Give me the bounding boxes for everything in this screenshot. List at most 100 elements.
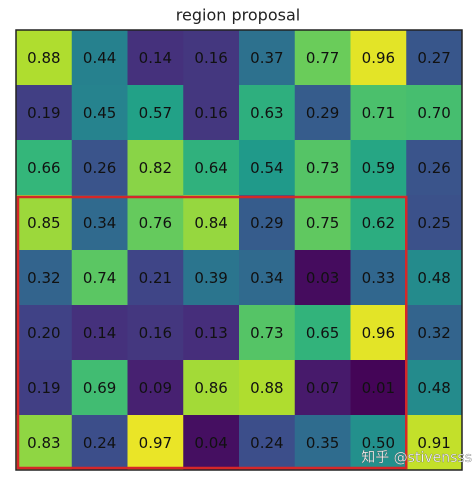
heatmap-cell (406, 360, 463, 416)
heatmap-cell (406, 415, 463, 471)
cell-label: 0.86 (194, 379, 227, 397)
cell-label: 0.04 (194, 434, 227, 452)
heatmap-cell (239, 195, 296, 251)
heatmap-cell (350, 140, 407, 196)
heatmap-cell (350, 30, 407, 86)
heatmap-cell (183, 30, 240, 86)
cell-label: 0.44 (83, 49, 116, 67)
cell-label: 0.34 (83, 214, 116, 232)
plot-frame (15, 29, 463, 471)
heatmap-cell (239, 305, 296, 361)
cell-label: 0.74 (83, 269, 116, 287)
heatmap-cell (239, 250, 296, 306)
heatmap-cell (294, 30, 351, 86)
cell-label: 0.21 (139, 269, 172, 287)
heatmap-cell (127, 415, 184, 471)
cell-label: 0.62 (362, 214, 395, 232)
cell-label: 0.48 (417, 379, 450, 397)
cell-label: 0.27 (417, 49, 450, 67)
cell-label: 0.73 (250, 324, 283, 342)
cell-label: 0.29 (306, 104, 339, 122)
cell-label: 0.71 (362, 104, 395, 122)
cell-label: 0.07 (306, 379, 339, 397)
cell-label: 0.85 (27, 214, 60, 232)
cell-label: 0.97 (139, 434, 172, 452)
heatmap-cell (294, 140, 351, 196)
heatmap-cell (71, 85, 128, 141)
heatmap-cell (183, 415, 240, 471)
heatmap-cell (406, 30, 463, 86)
heatmap-cell (183, 195, 240, 251)
heatmap-cell (294, 360, 351, 416)
heatmap-cell (239, 140, 296, 196)
cell-label: 0.09 (139, 379, 172, 397)
cell-label: 0.66 (27, 159, 60, 177)
heatmap-cell (16, 415, 73, 471)
cell-label: 0.96 (362, 324, 395, 342)
heatmap-cell (16, 195, 73, 251)
cell-label: 0.76 (139, 214, 172, 232)
heatmap-cell (239, 85, 296, 141)
heatmap-cell (71, 415, 128, 471)
cell-label: 0.96 (362, 49, 395, 67)
heatmap-cell (406, 195, 463, 251)
heatmap-cell (71, 360, 128, 416)
cell-label: 0.26 (83, 159, 116, 177)
cell-label: 0.16 (194, 49, 227, 67)
cell-label: 0.57 (139, 104, 172, 122)
heatmap-cell (16, 305, 73, 361)
cell-label: 0.01 (362, 379, 395, 397)
cell-label: 0.03 (306, 269, 339, 287)
cell-label: 0.63 (250, 104, 283, 122)
cell-label: 0.14 (139, 49, 172, 67)
cell-label: 0.54 (250, 159, 283, 177)
heatmap-cell (127, 305, 184, 361)
highlight-box (16, 195, 408, 470)
heatmap-cell (183, 305, 240, 361)
heatmap-cell (294, 85, 351, 141)
cell-label: 0.35 (306, 434, 339, 452)
cell-label: 0.39 (194, 269, 227, 287)
heatmap-cell (71, 250, 128, 306)
cell-label: 0.75 (306, 214, 339, 232)
heatmap-cell (127, 30, 184, 86)
cell-label: 0.50 (362, 434, 395, 452)
heatmap-cell (127, 85, 184, 141)
heatmap-cell (350, 250, 407, 306)
heatmap-cell (183, 250, 240, 306)
cell-label: 0.16 (139, 324, 172, 342)
cell-label: 0.70 (417, 104, 450, 122)
heatmap-cell (127, 140, 184, 196)
heatmap-cell (239, 415, 296, 471)
cell-label: 0.19 (27, 104, 60, 122)
heatmap-cell (406, 140, 463, 196)
cell-label: 0.14 (83, 324, 116, 342)
heatmap-cell (350, 305, 407, 361)
heatmap-cell (350, 360, 407, 416)
heatmap-cell (239, 30, 296, 86)
cell-label: 0.26 (417, 159, 450, 177)
cell-label: 0.65 (306, 324, 339, 342)
heatmap-cell (294, 415, 351, 471)
heatmap-cell (350, 415, 407, 471)
heatmap-cell (127, 195, 184, 251)
cell-label: 0.29 (250, 214, 283, 232)
heatmap-cell (71, 305, 128, 361)
cell-label: 0.34 (250, 269, 283, 287)
heatmap-cell (183, 85, 240, 141)
cell-label: 0.88 (27, 49, 60, 67)
cell-label: 0.77 (306, 49, 339, 67)
cell-label: 0.25 (417, 214, 450, 232)
cell-label: 0.59 (362, 159, 395, 177)
heatmap-cell (406, 305, 463, 361)
cell-label: 0.84 (194, 214, 227, 232)
cell-label: 0.83 (27, 434, 60, 452)
cell-label: 0.82 (139, 159, 172, 177)
cell-label: 0.19 (27, 379, 60, 397)
heatmap-cell (71, 195, 128, 251)
heatmap-cell (350, 195, 407, 251)
cell-label: 0.20 (27, 324, 60, 342)
cell-label: 0.32 (417, 324, 450, 342)
cell-label: 0.16 (194, 104, 227, 122)
